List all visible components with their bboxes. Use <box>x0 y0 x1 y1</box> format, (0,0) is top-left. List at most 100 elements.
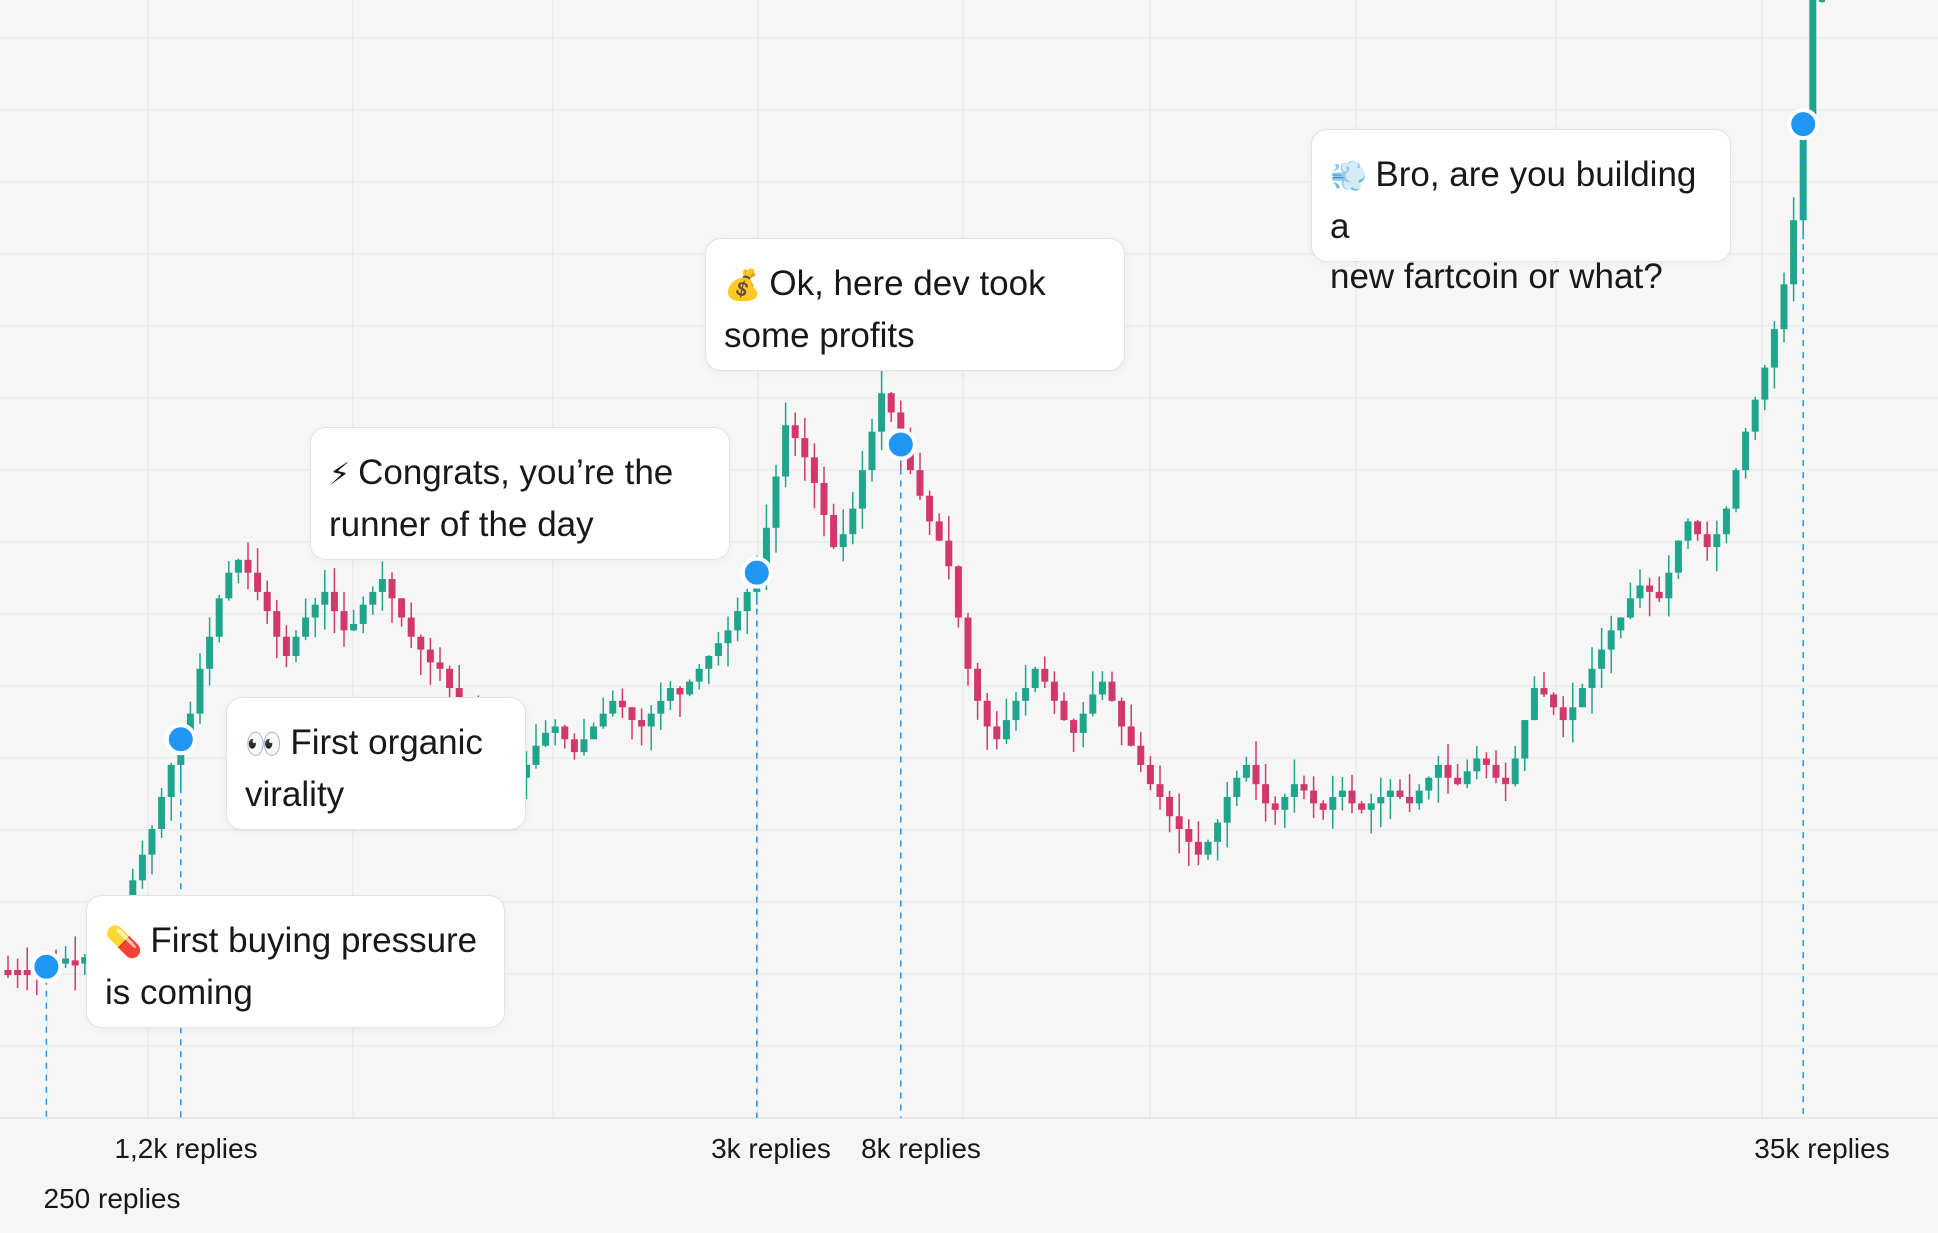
candle-body <box>1348 790 1356 804</box>
candle-body <box>1233 777 1241 797</box>
candle-body <box>1290 784 1298 797</box>
candle-body <box>1578 688 1586 708</box>
candle-body <box>1377 796 1385 804</box>
candle-body <box>1617 617 1625 631</box>
candle-body <box>350 623 358 631</box>
candle-body <box>714 643 722 656</box>
candle-body <box>1300 784 1308 791</box>
candle-body <box>23 970 31 976</box>
candle-body <box>244 559 252 573</box>
candle-body <box>868 431 876 471</box>
candle-body <box>321 591 329 605</box>
candle-body <box>849 508 857 535</box>
candle-body <box>263 591 271 612</box>
candle-body <box>542 732 550 746</box>
candle-body <box>878 393 886 432</box>
candle-body <box>590 726 598 740</box>
candle-body <box>398 598 406 618</box>
candle-body <box>388 579 396 599</box>
candle-body <box>580 739 588 753</box>
candle-body <box>330 591 338 612</box>
milestone-marker <box>1787 108 1820 141</box>
candle-body <box>1703 534 1711 548</box>
candle-body <box>1070 720 1078 733</box>
candle-body <box>407 617 415 637</box>
milestone-marker <box>164 723 197 756</box>
candle-body <box>196 668 204 714</box>
candle-body <box>609 700 617 714</box>
candle-body <box>695 668 703 682</box>
candle-body <box>436 662 444 669</box>
candle-body <box>1137 745 1145 765</box>
candle-body <box>1550 694 1558 708</box>
candle-body <box>158 796 166 830</box>
candle-body <box>839 534 847 548</box>
candle-body <box>1473 758 1481 772</box>
candle-body <box>1434 764 1442 778</box>
milestone-marker <box>884 428 917 461</box>
x-label-3k-replies: 3k replies <box>711 1133 831 1164</box>
candle-body <box>1607 630 1615 650</box>
callout-text-line2: virality <box>245 775 345 814</box>
candle-body <box>1482 758 1490 765</box>
candle-body <box>1694 521 1702 535</box>
candle-body <box>964 617 972 669</box>
candle-body <box>1262 784 1270 804</box>
candle-body <box>638 720 646 727</box>
candle-body <box>1396 790 1404 797</box>
candle-body <box>599 713 607 727</box>
candle-body <box>897 412 905 445</box>
candle-body <box>887 393 895 413</box>
candle-body <box>234 559 242 573</box>
candle-body <box>532 745 540 765</box>
candle-body <box>993 726 1001 740</box>
candle-body <box>762 527 770 573</box>
candle-body <box>1636 585 1644 599</box>
money-bag-icon: 💰 <box>724 268 762 303</box>
milestone-markers <box>30 108 1820 983</box>
candle-body <box>1732 470 1740 509</box>
candle-body <box>4 970 12 976</box>
candle-body <box>1050 681 1058 701</box>
candle-body <box>1214 822 1222 842</box>
candle-body <box>858 470 866 509</box>
candle-body <box>1770 329 1778 368</box>
candle-body <box>1079 713 1087 733</box>
candle-body <box>254 572 262 592</box>
callout-text-line2: runner of the day <box>329 505 594 544</box>
candle-body <box>561 726 569 740</box>
candle-body <box>666 688 674 701</box>
candle-body <box>292 636 300 656</box>
candle-body <box>1626 598 1634 618</box>
lightning-icon: ⚡ <box>329 457 351 492</box>
candle-body <box>1146 764 1154 785</box>
candle-body <box>1012 700 1020 721</box>
candle-body <box>743 591 751 612</box>
candle-body <box>791 425 799 439</box>
candle-body <box>1540 688 1548 695</box>
candle-body <box>1098 681 1106 695</box>
candle-body <box>302 617 310 637</box>
candle-body <box>417 636 425 650</box>
candle-body <box>215 598 223 637</box>
candle-body <box>1031 668 1039 689</box>
candle-body <box>446 668 454 689</box>
candle-body <box>810 457 818 483</box>
eyes-icon: 👀 <box>245 727 283 762</box>
candle-body <box>1559 707 1567 721</box>
x-label-8k-replies: 8k replies <box>861 1133 981 1164</box>
candle-body <box>1166 796 1174 817</box>
candle-body <box>1223 796 1231 823</box>
candle-body <box>1406 796 1414 804</box>
candle-body <box>734 611 742 631</box>
candle-body <box>1118 700 1126 727</box>
x-label-35k-replies: 35k replies <box>1754 1133 1890 1164</box>
candle-body <box>782 425 790 477</box>
candle-body <box>186 713 194 740</box>
callout-organic-virality: 👀 First organic virality <box>226 697 526 830</box>
candle-body <box>1338 790 1346 797</box>
candle-body <box>1415 790 1423 804</box>
candle-body <box>1684 521 1692 541</box>
candle-body <box>138 854 146 881</box>
